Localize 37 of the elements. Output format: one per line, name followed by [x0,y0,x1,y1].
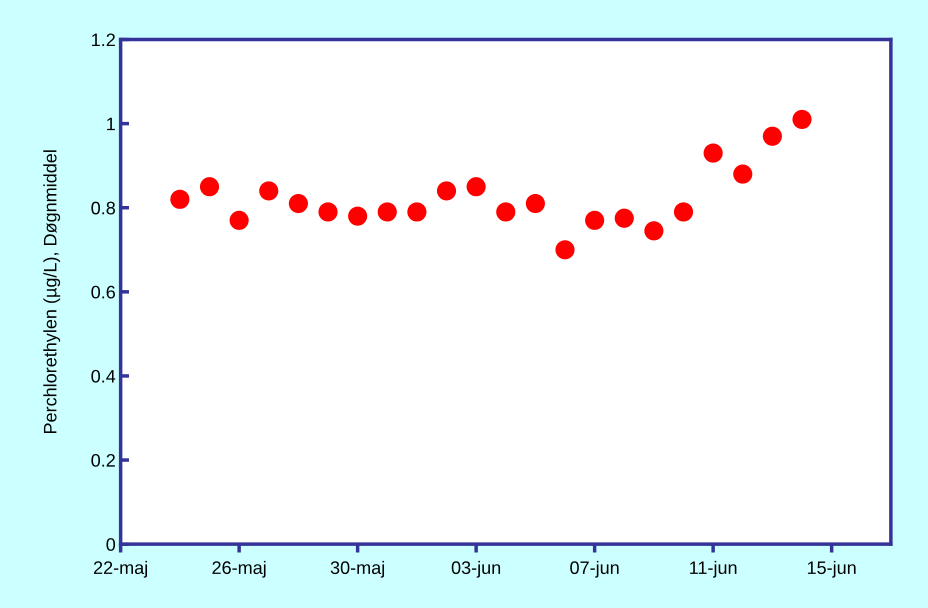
y-axis-title: Perchlorethylen (µg/L), Døgnmiddel [43,150,60,434]
x-tick-label: 11-jun [690,560,736,578]
point [200,177,220,196]
point [733,164,752,184]
point [555,240,575,260]
point [762,126,782,146]
point [288,194,308,214]
y-tick-label: 0.2 [91,454,115,467]
point [436,181,456,200]
point [170,190,190,209]
point [526,194,545,214]
y-tick-label: 0.6 [91,286,115,299]
y-tick-label: 0.8 [91,202,115,214]
point [378,202,397,222]
point [407,202,426,222]
point [259,181,278,200]
point [496,202,516,222]
point [585,210,604,230]
x-tick-label: 03-jun [452,560,500,578]
point [614,208,634,228]
point [318,202,338,222]
y-tick-label: 1 [107,118,115,130]
x-tick-label: 22-maj [94,560,148,578]
point [704,143,723,163]
x-tick-label: 07-jun [570,560,619,578]
y-tick-label: 1.2 [92,33,115,46]
y-tick-label: 0 [106,538,116,551]
point [674,202,694,222]
x-tick-label: 26-maj [212,560,266,578]
point [792,110,812,129]
x-tick-label: 30-maj [330,560,384,578]
point [466,177,486,196]
point [644,221,664,240]
x-tick-label: 15-jun [808,560,856,578]
y-tick-label: 0.4 [91,370,116,383]
point [230,210,249,230]
point [348,206,368,226]
